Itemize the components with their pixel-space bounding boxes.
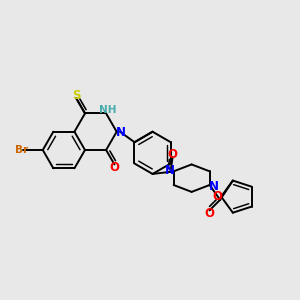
Text: N: N xyxy=(116,126,126,139)
Text: O: O xyxy=(110,161,119,174)
Text: O: O xyxy=(212,190,222,203)
Text: N: N xyxy=(208,180,218,193)
Text: O: O xyxy=(168,148,178,161)
Text: S: S xyxy=(72,89,80,102)
Text: O: O xyxy=(205,207,214,220)
Text: N: N xyxy=(165,164,175,177)
Text: Br: Br xyxy=(14,145,28,155)
Text: NH: NH xyxy=(99,105,116,115)
